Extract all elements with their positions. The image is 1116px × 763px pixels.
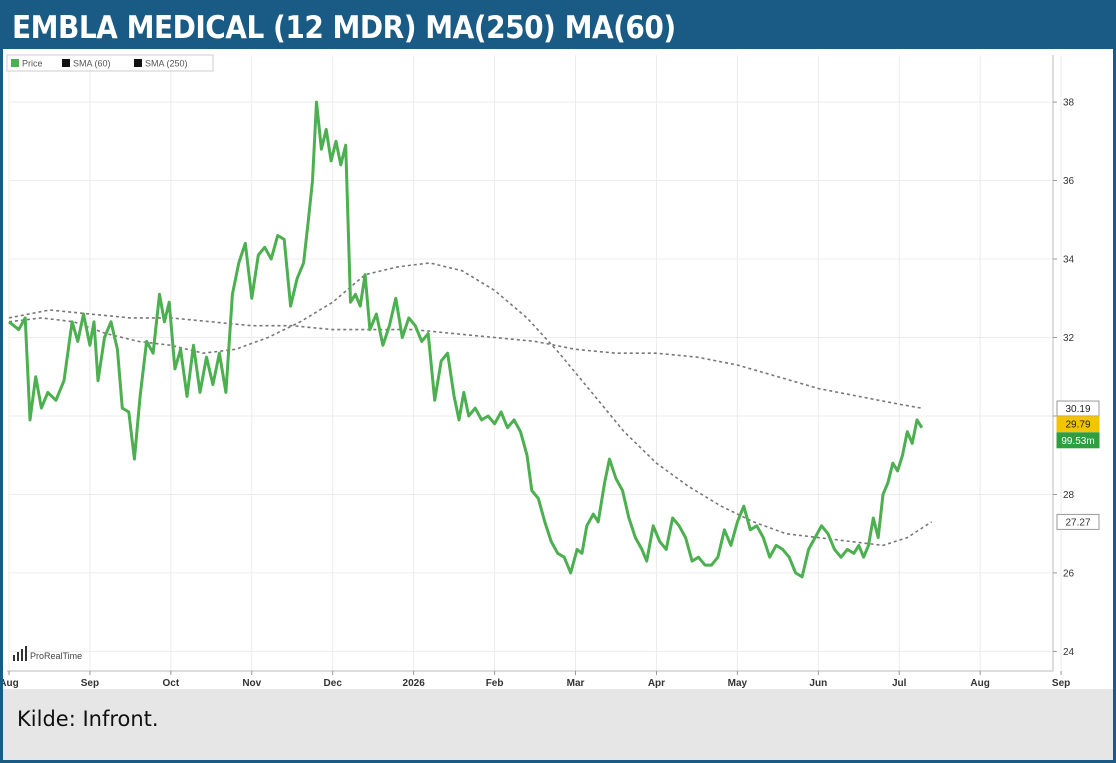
value-badge	[1056, 432, 1100, 449]
x-tick-label: May	[728, 678, 748, 689]
x-tick-label: Sep	[1052, 678, 1070, 689]
x-tick-label: Jun	[809, 678, 827, 689]
legend-box	[6, 54, 214, 72]
x-tick-label: Mar	[567, 678, 585, 689]
price-chart: 2426283032343638 AugSepOctNovDec2026FebM…	[3, 49, 1113, 689]
y-tick-label: 24	[1063, 647, 1075, 658]
x-tick-label: Feb	[486, 678, 504, 689]
brand-mark: ProRealTime	[13, 646, 82, 661]
brand-label: ProRealTime	[30, 651, 82, 661]
value-badge-label: 99.53m	[1061, 436, 1094, 447]
y-tick-label: 36	[1063, 176, 1075, 187]
series-line-price	[8, 100, 924, 579]
y-tick-label: 38	[1063, 98, 1075, 109]
x-tick-label: Oct	[163, 678, 180, 689]
y-tick-label: 32	[1063, 333, 1075, 344]
chart-title: EMBLA MEDICAL (12 MDR) MA(250) MA(60)	[12, 9, 676, 46]
legend-label-sma-60: SMA (60)	[73, 59, 111, 69]
candlestick-icon	[13, 646, 27, 661]
title-bar: EMBLA MEDICAL (12 MDR) MA(250) MA(60)	[3, 3, 1113, 49]
legend-label-price: Price	[22, 59, 43, 69]
legend-label-sma-250: SMA (250)	[145, 59, 188, 69]
value-badge	[1056, 400, 1100, 417]
x-tick-label: Dec	[324, 678, 343, 689]
source-label: Kilde: Infront.	[17, 707, 159, 731]
value-badge-label: 29.79	[1065, 420, 1090, 431]
legend-swatch-sma-60	[62, 59, 70, 67]
value-badge-label: 30.19	[1065, 404, 1090, 415]
x-tick-label: Aug	[970, 678, 989, 689]
y-tick-label: 34	[1063, 255, 1075, 266]
x-tick-label: Sep	[81, 678, 99, 689]
grid-layer	[8, 55, 1062, 671]
x-tick-label: Aug	[3, 678, 19, 689]
legend-swatch-sma-250	[134, 59, 142, 67]
value-badge	[1056, 416, 1100, 433]
x-tick-label: 2026	[403, 678, 426, 689]
x-tick-label: Nov	[242, 678, 261, 689]
x-axis-ticks: Aug Sep Oct Nov Dec 2026 Feb Mar Apr May Jun Jul Aug…	[3, 671, 1070, 689]
chart-background	[3, 49, 1113, 689]
legend: Price SMA (60) SMA (250)	[6, 54, 214, 72]
x-tick-label: Jul	[892, 678, 907, 689]
value-badge-label: 27.27	[1065, 517, 1090, 528]
legend-swatch-price	[11, 59, 19, 67]
series-line-sma-60	[8, 262, 933, 547]
value-badge	[1056, 513, 1100, 530]
source-bar: Kilde: Infront.	[3, 689, 1113, 760]
y-tick-label: 26	[1063, 568, 1075, 579]
price-badges: 30.19 29.79 99.53m 27.27	[1056, 400, 1100, 530]
series-layer	[8, 100, 933, 579]
y-tick-label: 28	[1063, 490, 1075, 501]
x-tick-label: Apr	[648, 678, 665, 689]
